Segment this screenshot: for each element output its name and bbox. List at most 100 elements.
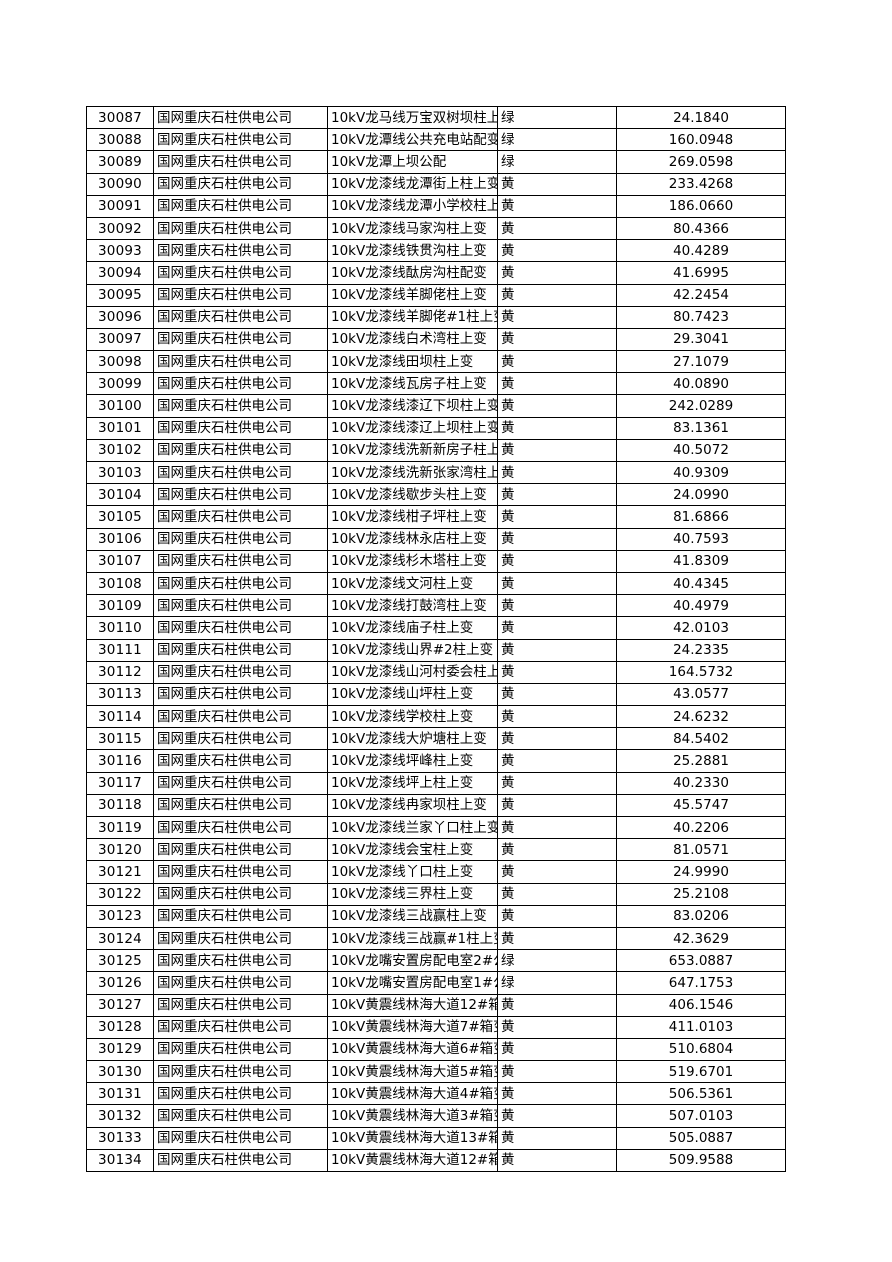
cell-device-name: 10kV龙漆线林永店柱上变: [327, 527, 498, 551]
table-row[interactable]: 30112 国网重庆石柱供电公司 10kV龙漆线山河村委会柱上变黄 164.5732: [86, 660, 786, 684]
cell-organization: 国网重庆石柱供电公司: [153, 682, 328, 707]
cell-organization: 国网重庆石柱供电公司: [153, 1060, 328, 1084]
cell-device-name: 10kV黄震线林海大道13#箱变: [327, 1126, 498, 1150]
cell-organization: 国网重庆石柱供电公司: [153, 372, 328, 396]
table-row[interactable]: 30119 国网重庆石柱供电公司 10kV龙漆线兰家丫口柱上变黄 40.2206: [86, 815, 786, 840]
table-row[interactable]: 30109 国网重庆石柱供电公司 10kV龙漆线打鼓湾柱上变黄 40.4979: [86, 594, 786, 618]
cell-device-name: 10kV龙漆线羊脚佬柱上变: [327, 283, 498, 307]
table-row[interactable]: 30100 国网重庆石柱供电公司 10kV龙漆线漆辽下坝柱上变黄 242.0289: [86, 394, 786, 418]
table-row[interactable]: 30115 国网重庆石柱供电公司 10kV龙漆线大炉塘柱上变黄 84.5402: [86, 727, 786, 751]
table-row[interactable]: 30134 国网重庆石柱供电公司 10kV黄震线林海大道12#箱变黄 509.9588: [86, 1148, 786, 1173]
cell-color-code: 黄: [497, 926, 617, 951]
table-row[interactable]: 30091 国网重庆石柱供电公司 10kV龙漆线龙潭小学校柱上变黄 186.0660: [86, 194, 786, 218]
cell-device-name: 10kV龙漆线山坪柱上变: [327, 682, 498, 707]
table-row[interactable]: 30130 国网重庆石柱供电公司 10kV黄震线林海大道5#箱变黄 519.6701: [86, 1060, 786, 1084]
table-row[interactable]: 30094 国网重庆石柱供电公司 10kV龙漆线酞房沟柱配变黄 41.6995: [86, 261, 786, 285]
cell-record-id: 30095: [86, 283, 154, 307]
table-row[interactable]: 30096 国网重庆石柱供电公司 10kV龙漆线羊脚佬#1柱上变黄 80.7423: [86, 305, 786, 329]
table-row[interactable]: 30116 国网重庆石柱供电公司 10kV龙漆线坪峰柱上变黄 25.2881: [86, 749, 786, 773]
cell-record-id: 30113: [86, 682, 154, 707]
cell-value: 40.5072: [616, 438, 786, 463]
cell-color-code: 黄: [497, 505, 617, 529]
cell-value: 406.1546: [616, 993, 786, 1017]
cell-color-code: 黄: [497, 638, 617, 662]
table-row[interactable]: 30132 国网重庆石柱供电公司 10kV黄震线林海大道3#箱变黄 507.0103: [86, 1104, 786, 1128]
cell-value: 42.0103: [616, 616, 786, 640]
table-row[interactable]: 30087 国网重庆石柱供电公司 10kV龙马线万宝双树坝柱上变绿 24.1840: [86, 105, 786, 130]
table-row[interactable]: 30103 国网重庆石柱供电公司 10kV龙漆线洗新张家湾柱上变黄 40.9309: [86, 460, 786, 485]
cell-value: 40.9309: [616, 460, 786, 485]
table-row[interactable]: 30129 国网重庆石柱供电公司 10kV黄震线林海大道6#箱变黄 510.6804: [86, 1037, 786, 1062]
cell-value: 164.5732: [616, 660, 786, 684]
table-row[interactable]: 30095 国网重庆石柱供电公司 10kV龙漆线羊脚佬柱上变黄 42.2454: [86, 283, 786, 307]
cell-organization: 国网重庆石柱供电公司: [153, 815, 328, 840]
cell-organization: 国网重庆石柱供电公司: [153, 594, 328, 618]
cell-value: 40.4345: [616, 571, 786, 596]
table-row[interactable]: 30131 国网重庆石柱供电公司 10kV黄震线林海大道4#箱变黄 506.5361: [86, 1082, 786, 1106]
table-row[interactable]: 30118 国网重庆石柱供电公司 10kV龙漆线冉家坝柱上变黄 45.5747: [86, 793, 786, 818]
cell-device-name: 10kV黄震线林海大道6#箱变: [327, 1037, 498, 1062]
table-row[interactable]: 30090 国网重庆石柱供电公司 10kV龙漆线龙潭街上柱上变黄 233.4268: [86, 172, 786, 196]
cell-device-name: 10kV龙漆线歇步头柱上变: [327, 483, 498, 507]
table-row[interactable]: 30120 国网重庆石柱供电公司 10kV龙漆线会宝柱上变黄 81.0571: [86, 838, 786, 862]
table-row[interactable]: 30098 国网重庆石柱供电公司 10kV龙漆线田坝柱上变黄 27.1079: [86, 350, 786, 374]
table-row[interactable]: 30121 国网重庆石柱供电公司 10kV龙漆线丫口柱上变黄 24.9990: [86, 860, 786, 884]
cell-color-code: 黄: [497, 1082, 617, 1106]
cell-organization: 国网重庆石柱供电公司: [153, 793, 328, 818]
cell-color-code: 黄: [497, 1060, 617, 1084]
table-row[interactable]: 30102 国网重庆石柱供电公司 10kV龙漆线洗新新房子柱上变黄 40.5072: [86, 438, 786, 463]
table-row[interactable]: 30105 国网重庆石柱供电公司 10kV龙漆线柑子坪柱上变黄 81.6866: [86, 505, 786, 529]
cell-device-name: 10kV龙嘴安置房配电室2#公变: [327, 949, 498, 973]
table-row[interactable]: 30097 国网重庆石柱供电公司 10kV龙漆线白术湾柱上变黄 29.3041: [86, 327, 786, 352]
cell-color-code: 黄: [497, 771, 617, 795]
cell-organization: 国网重庆石柱供电公司: [153, 971, 328, 995]
cell-value: 41.8309: [616, 549, 786, 573]
table-row[interactable]: 30117 国网重庆石柱供电公司 10kV龙漆线坪上柱上变黄 40.2330: [86, 771, 786, 795]
table-row[interactable]: 30099 国网重庆石柱供电公司 10kV龙漆线瓦房子柱上变黄 40.0890: [86, 372, 786, 396]
table-row[interactable]: 30122 国网重庆石柱供电公司 10kV龙漆线三界柱上变黄 25.2108: [86, 882, 786, 906]
table-row[interactable]: 30101 国网重庆石柱供电公司 10kV龙漆线漆辽上坝柱上变黄 83.1361: [86, 416, 786, 440]
cell-device-name: 10kV龙潭线公共充电站配变: [327, 128, 498, 152]
cell-device-name: 10kV龙漆线洗新新房子柱上变: [327, 438, 498, 463]
table-row[interactable]: 30110 国网重庆石柱供电公司 10kV龙漆线庙子柱上变黄 42.0103: [86, 616, 786, 640]
table-row[interactable]: 30104 国网重庆石柱供电公司 10kV龙漆线歇步头柱上变黄 24.0990: [86, 483, 786, 507]
cell-record-id: 30100: [86, 394, 154, 418]
table-row[interactable]: 30092 国网重庆石柱供电公司 10kV龙漆线马家沟柱上变黄 80.4366: [86, 216, 786, 241]
cell-device-name: 10kV龙嘴安置房配电室1#公变: [327, 971, 498, 995]
table-row[interactable]: 30133 国网重庆石柱供电公司 10kV黄震线林海大道13#箱变黄 505.0887: [86, 1126, 786, 1150]
cell-color-code: 黄: [497, 460, 617, 485]
cell-organization: 国网重庆石柱供电公司: [153, 705, 328, 729]
cell-color-code: 黄: [497, 793, 617, 818]
table-row[interactable]: 30114 国网重庆石柱供电公司 10kV龙漆线学校柱上变黄 24.6232: [86, 705, 786, 729]
cell-organization: 国网重庆石柱供电公司: [153, 483, 328, 507]
table-row[interactable]: 30089 国网重庆石柱供电公司 10kV龙潭上坝公配绿 269.0598: [86, 150, 786, 174]
table-row[interactable]: 30093 国网重庆石柱供电公司 10kV龙漆线铁贯沟柱上变黄 40.4289: [86, 239, 786, 263]
table-row[interactable]: 30111 国网重庆石柱供电公司 10kV龙漆线山界#2柱上变黄 24.2335: [86, 638, 786, 662]
cell-value: 25.2108: [616, 882, 786, 906]
cell-record-id: 30118: [86, 793, 154, 818]
cell-device-name: 10kV龙漆线山河村委会柱上变: [327, 660, 498, 684]
table-row[interactable]: 30123 国网重庆石柱供电公司 10kV龙漆线三战赢柱上变黄 83.0206: [86, 904, 786, 928]
cell-color-code: 黄: [497, 438, 617, 463]
cell-device-name: 10kV龙漆线打鼓湾柱上变: [327, 594, 498, 618]
cell-value: 40.2206: [616, 815, 786, 840]
table-row[interactable]: 30128 国网重庆石柱供电公司 10kV黄震线林海大道7#箱变黄 411.0103: [86, 1015, 786, 1039]
table-row[interactable]: 30124 国网重庆石柱供电公司 10kV龙漆线三战赢#1柱上变黄 42.3629: [86, 926, 786, 951]
equipment-table: 30087 国网重庆石柱供电公司 10kV龙马线万宝双树坝柱上变绿 24.1840 30…: [86, 105, 786, 1173]
cell-record-id: 30094: [86, 261, 154, 285]
cell-organization: 国网重庆石柱供电公司: [153, 283, 328, 307]
table-row[interactable]: 30113 国网重庆石柱供电公司 10kV龙漆线山坪柱上变黄 43.0577: [86, 682, 786, 707]
table-row[interactable]: 30107 国网重庆石柱供电公司 10kV龙漆线杉木塔柱上变黄 41.8309: [86, 549, 786, 573]
table-row[interactable]: 30106 国网重庆石柱供电公司 10kV龙漆线林永店柱上变黄 40.7593: [86, 527, 786, 551]
table-row[interactable]: 30088 国网重庆石柱供电公司 10kV龙潭线公共充电站配变绿 160.0948: [86, 128, 786, 152]
cell-organization: 国网重庆石柱供电公司: [153, 1082, 328, 1106]
cell-record-id: 30108: [86, 571, 154, 596]
cell-device-name: 10kV龙漆线三战赢#1柱上变: [327, 926, 498, 951]
table-row[interactable]: 30127 国网重庆石柱供电公司 10kV黄震线林海大道12#箱变黄 406.1546: [86, 993, 786, 1017]
cell-organization: 国网重庆石柱供电公司: [153, 416, 328, 440]
table-row[interactable]: 30108 国网重庆石柱供电公司 10kV龙漆线文河柱上变黄 40.4345: [86, 571, 786, 596]
cell-color-code: 绿: [497, 105, 617, 130]
cell-value: 653.0887: [616, 949, 786, 973]
